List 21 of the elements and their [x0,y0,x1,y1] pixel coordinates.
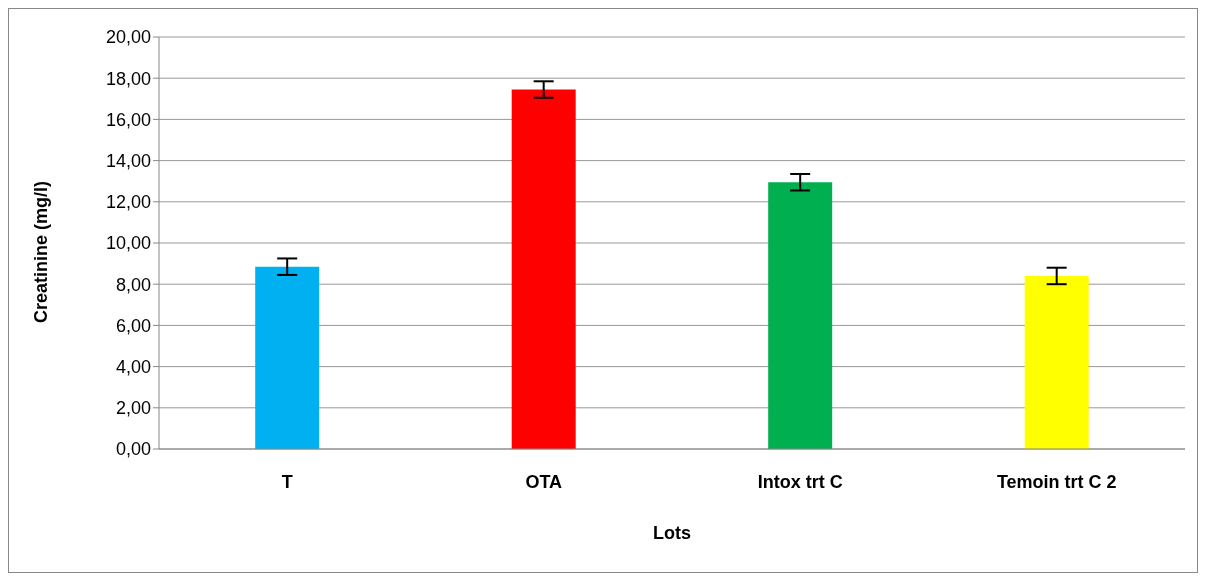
x-tick-label: OTA [525,471,563,492]
bar [255,266,320,449]
y-tick-label: 8,00 [115,274,151,295]
x-tick-label: Temoin trt C 2 [996,471,1117,492]
y-tick-label: 18,00 [105,68,151,89]
bar [511,89,576,449]
x-axis-title: Lots [653,523,691,543]
y-tick-label: 14,00 [105,150,151,171]
y-tick-label: 0,00 [115,439,151,460]
y-tick-label: 2,00 [115,398,151,419]
y-axis-title: Creatinine (mg/l) [31,180,52,323]
y-tick-label: 12,00 [105,192,151,213]
bar [768,182,833,449]
y-tick-label: 6,00 [115,315,151,336]
y-tick-label: 16,00 [105,109,151,130]
y-tick-label: 20,00 [105,27,151,48]
y-tick-label: 10,00 [105,233,151,254]
x-tick-label: T [281,471,293,492]
bar [1024,275,1089,449]
x-tick-label: Intox trt C [757,471,843,492]
y-tick-label: 4,00 [115,356,151,377]
